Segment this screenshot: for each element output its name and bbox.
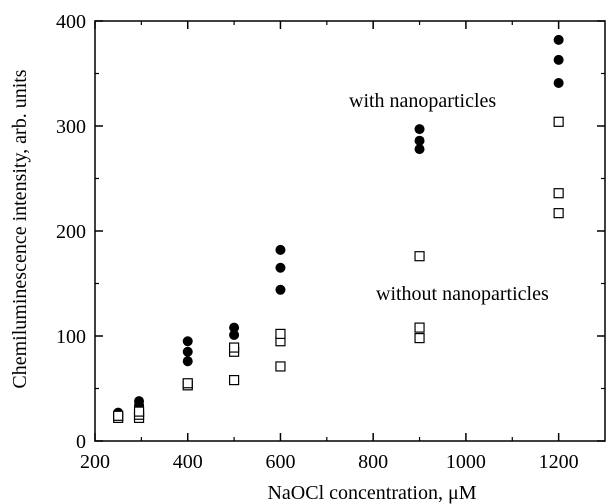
point-with-nanoparticles xyxy=(275,262,286,273)
y-tick-label: 100 xyxy=(56,326,86,348)
point-without-nanoparticles xyxy=(228,342,240,353)
y-tick-label: 200 xyxy=(56,221,86,243)
y-axis-label: Chemiluminescence intensity, arb. units xyxy=(9,69,31,388)
y-tick-label: 0 xyxy=(76,431,86,453)
point-without-nanoparticles xyxy=(414,251,425,262)
x-tick-label: 1000 xyxy=(446,451,486,473)
x-tick-label: 1200 xyxy=(539,451,579,473)
annotation-with-nanoparticles: with nanoparticles xyxy=(349,90,496,112)
data-points xyxy=(113,34,564,423)
point-without-nanoparticles xyxy=(133,406,145,417)
point-without-nanoparticles xyxy=(553,188,564,199)
y-tick-label: 400 xyxy=(56,11,86,33)
point-without-nanoparticles xyxy=(414,322,425,333)
point-without-nanoparticles xyxy=(275,328,286,339)
x-tick-label: 200 xyxy=(80,451,110,473)
point-with-nanoparticles xyxy=(182,356,193,367)
point-with-nanoparticles xyxy=(134,396,145,407)
point-with-nanoparticles xyxy=(553,34,564,45)
x-tick-label: 600 xyxy=(265,451,295,473)
point-without-nanoparticles xyxy=(414,333,425,344)
point-without-nanoparticles xyxy=(182,378,193,389)
point-without-nanoparticles xyxy=(553,116,564,127)
axis-tick-labels: 200 400 600 800 1000 1200 0 100 200 300 400 xyxy=(56,11,579,473)
point-with-nanoparticles xyxy=(414,144,425,155)
point-with-nanoparticles xyxy=(229,322,240,333)
point-without-nanoparticles xyxy=(113,410,124,421)
point-with-nanoparticles xyxy=(182,346,193,357)
x-tick-label: 400 xyxy=(173,451,203,473)
point-with-nanoparticles xyxy=(553,54,564,65)
plot-frame xyxy=(94,20,606,442)
point-with-nanoparticles xyxy=(414,135,425,146)
point-with-nanoparticles xyxy=(275,244,286,255)
point-with-nanoparticles xyxy=(275,284,286,295)
axis-ticks xyxy=(94,20,605,442)
point-with-nanoparticles xyxy=(553,77,564,88)
point-without-nanoparticles xyxy=(228,375,240,386)
point-with-nanoparticles xyxy=(229,329,240,340)
point-without-nanoparticles xyxy=(275,361,286,372)
point-without-nanoparticles xyxy=(553,208,564,219)
point-with-nanoparticles xyxy=(414,124,425,135)
y-tick-label: 300 xyxy=(56,116,86,138)
annotation-without-nanoparticles: without nanoparticles xyxy=(376,283,549,305)
point-with-nanoparticles xyxy=(182,336,193,347)
x-tick-label: 800 xyxy=(358,451,388,473)
x-axis-label: NaOCl concentration, μM xyxy=(267,482,476,504)
